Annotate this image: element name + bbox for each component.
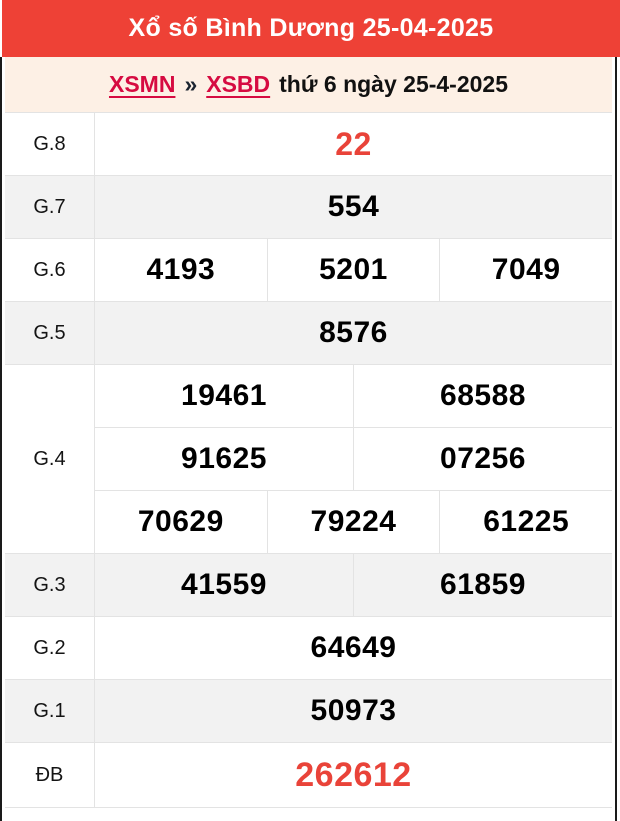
prize-number-g4-4: 07256: [353, 428, 612, 490]
prize-row-g4-line1: 19461 68588: [95, 365, 612, 427]
prize-row-g6: G.6 4193 5201 7049: [5, 239, 612, 302]
prize-number-g5: 8576: [319, 316, 388, 349]
prize-label-g4: G.4: [5, 365, 95, 553]
prize-label-g6: G.6: [5, 239, 95, 301]
prize-label-g1: G.1: [5, 680, 95, 742]
prize-number-g6-3: 7049: [439, 239, 612, 301]
prize-row-g7: G.7 554: [5, 176, 612, 239]
breadcrumb: XSMN » XSBD thứ 6 ngày 25-4-2025: [5, 57, 612, 112]
breadcrumb-link-xsbd[interactable]: XSBD: [206, 71, 271, 97]
prize-row-g5: G.5 8576: [5, 302, 612, 365]
prize-number-g4-7: 61225: [439, 491, 612, 553]
prize-number-g1: 50973: [310, 694, 397, 727]
prize-number-g6-1: 4193: [146, 253, 216, 286]
prize-label-g7: G.7: [5, 176, 95, 238]
prize-number-g6-2: 5201: [266, 239, 440, 301]
prize-number-g4-3: 91625: [181, 442, 267, 475]
page-title: Xổ số Bình Dương 25-04-2025: [128, 14, 494, 42]
breadcrumb-link-xsmn[interactable]: XSMN: [108, 71, 176, 97]
prize-number-g7: 554: [327, 190, 380, 223]
prize-number-g4-1: 19461: [181, 379, 267, 412]
prize-row-db: ĐB 262612: [5, 743, 612, 808]
prize-label-g8: G.8: [5, 113, 95, 175]
prize-row-g4: G.4 19461 68588 91625 07256 70629 79224 …: [5, 365, 612, 554]
prize-number-g4-6: 79224: [266, 491, 440, 553]
prize-number-g3-2: 61859: [353, 554, 612, 616]
results-table: G.8 22 G.7 554 G.6 4193 5201 7049: [5, 112, 612, 808]
prize-row-g4-line2: 91625 07256: [95, 427, 612, 490]
prize-row-g2: G.2 64649: [5, 617, 612, 680]
prize-row-g8: G.8 22: [5, 113, 612, 176]
prize-number-g2: 64649: [310, 631, 397, 664]
content-frame: XSMN » XSBD thứ 6 ngày 25-4-2025 G.8 22 …: [0, 57, 617, 821]
prize-label-db: ĐB: [5, 743, 95, 807]
prize-number-g4-2: 68588: [353, 365, 612, 427]
prize-row-g4-line3: 70629 79224 61225: [95, 490, 612, 553]
prize-number-db: 262612: [295, 755, 412, 794]
prize-label-g3: G.3: [5, 554, 95, 616]
breadcrumb-separator: »: [184, 71, 198, 97]
page-header: Xổ số Bình Dương 25-04-2025: [0, 0, 620, 57]
prize-number-g3-1: 41559: [181, 568, 267, 601]
prize-row-g3: G.3 41559 61859: [5, 554, 612, 617]
prize-number-g8: 22: [335, 125, 372, 162]
prize-row-g1: G.1 50973: [5, 680, 612, 743]
prize-label-g5: G.5: [5, 302, 95, 364]
prize-number-g4-5: 70629: [137, 505, 224, 538]
breadcrumb-date: thứ 6 ngày 25-4-2025: [279, 71, 509, 97]
prize-label-g2: G.2: [5, 617, 95, 679]
